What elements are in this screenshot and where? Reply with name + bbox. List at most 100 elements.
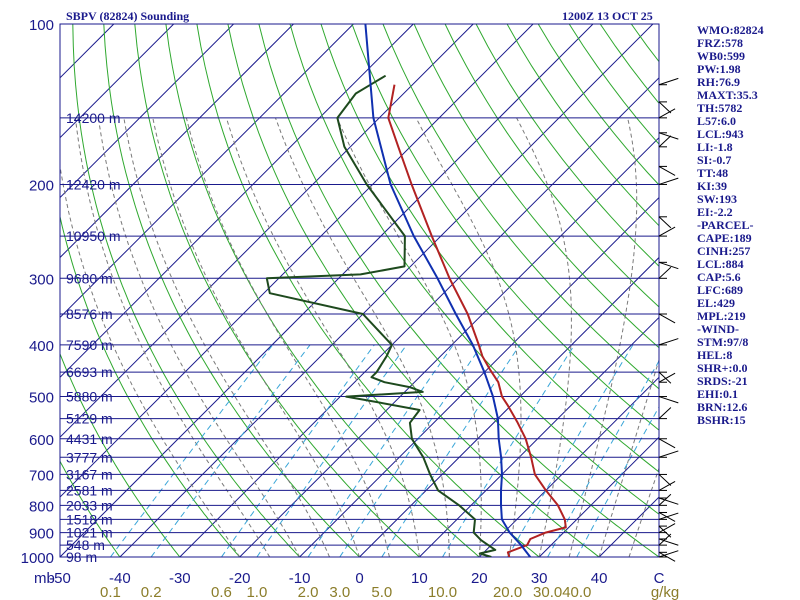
- index-item: WMO:82824: [697, 23, 764, 37]
- wind-barb: [658, 132, 679, 140]
- index-item: LFC:689: [697, 283, 743, 297]
- height-label: 548 m: [66, 537, 105, 553]
- moist-adiabat-line: [336, 117, 482, 557]
- wind-barb: [658, 338, 679, 346]
- height-label: 98 m: [66, 549, 97, 565]
- wind-barb: [658, 108, 676, 119]
- mixing-ratio-label: 0.1: [100, 584, 121, 600]
- index-item: EHI:0.1: [697, 387, 739, 401]
- temperature-tick-label: -10: [289, 570, 311, 587]
- mixing-ratio-label: 1.0: [246, 584, 267, 600]
- dry-adiabat-grid: [60, 24, 659, 557]
- height-label: 14200 m: [66, 110, 120, 126]
- wind-barb: [658, 216, 672, 229]
- dry-adiabat-line: [227, 24, 600, 557]
- wind-barb: [658, 438, 676, 449]
- isobar-grid: [59, 23, 660, 558]
- pressure-axis-unit: mb: [34, 570, 55, 587]
- wind-barb: [658, 550, 679, 558]
- pressure-tick-label: 200: [29, 177, 54, 194]
- isotherm-line: [60, 24, 474, 438]
- temperature-tick-label: -40: [109, 570, 131, 587]
- isotherm-line: [60, 24, 175, 139]
- mixing-ratio-line: [221, 344, 375, 557]
- sounding-time: 1200Z 13 OCT 25: [562, 9, 653, 23]
- wind-barb: [658, 396, 679, 404]
- isotherm-line: [299, 196, 659, 557]
- index-item: FRZ:578: [697, 36, 743, 50]
- height-label: 2581 m: [66, 482, 113, 498]
- pressure-tick-label: 800: [29, 498, 54, 515]
- index-item: CAPE:189: [697, 231, 752, 245]
- isotherm-line: [239, 136, 659, 557]
- wind-barb: [658, 266, 672, 279]
- moist-adiabat-line: [123, 117, 331, 557]
- temperature-tick-label: -30: [169, 570, 191, 587]
- mixing-ratio-label: 2.0: [298, 584, 319, 600]
- mixing-ratio-line: [507, 344, 634, 557]
- mixing-ratio-label: 30.0: [533, 584, 562, 600]
- moist-adiabat-line: [185, 117, 390, 557]
- index-item: SW:193: [697, 192, 738, 206]
- height-label: 3167 m: [66, 466, 113, 482]
- mixing-ratio-label: 10.0: [428, 584, 457, 600]
- mixing-ratio-grid: [110, 344, 659, 557]
- height-label: 1518 m: [66, 511, 113, 527]
- wind-barb: [658, 407, 672, 419]
- isotherm-line: [60, 24, 354, 319]
- mixing-ratio-label: 20.0: [493, 584, 522, 600]
- wind-barb: [658, 480, 676, 491]
- wind-barb: [658, 450, 679, 458]
- wind-barb: [658, 261, 679, 270]
- plot-frame: [59, 23, 660, 558]
- isotherm-line: [60, 24, 594, 557]
- index-item: TH:5782: [697, 101, 743, 115]
- temperature-tick-label: 20: [471, 570, 488, 587]
- parcel-line: [364, 24, 531, 557]
- wind-barb: [658, 226, 676, 237]
- wind-barb: [658, 101, 672, 114]
- wind-barb: [658, 177, 679, 185]
- index-item: BRN:12.6: [697, 400, 748, 414]
- height-label: 10950 m: [66, 228, 120, 244]
- moist-adiabat-line: [152, 117, 360, 557]
- moist-adiabat-grid: [60, 117, 659, 557]
- moist-adiabat-line: [225, 117, 420, 557]
- index-item: EL:429: [697, 296, 736, 310]
- isotherm-line: [359, 256, 659, 557]
- height-label: 5129 m: [66, 411, 113, 427]
- wind-barb: [658, 313, 676, 324]
- index-item: WB0:599: [697, 49, 745, 63]
- index-item: HEL:8: [697, 348, 733, 362]
- index-item: BSHR:15: [697, 413, 746, 427]
- isotherm-line: [478, 376, 659, 557]
- temperature-tick-label: C: [654, 570, 665, 587]
- height-label: 5880 m: [66, 389, 113, 405]
- temperature-tick-label: -50: [49, 570, 71, 587]
- index-item: MAXT:35.3: [697, 88, 758, 102]
- wind-barb: [658, 372, 676, 383]
- mixing-ratio-label: 40.0: [562, 584, 591, 600]
- index-item: SHR+:0.0: [697, 361, 748, 375]
- height-label: 7590 m: [66, 337, 113, 353]
- isotherm-line: [60, 24, 294, 259]
- wind-barb: [658, 512, 679, 520]
- height-label: 9680 m: [66, 270, 113, 286]
- dewpoint-line: [265, 74, 497, 557]
- height-label: 3777 m: [66, 449, 113, 465]
- index-item: LI:-1.8: [697, 140, 733, 154]
- pressure-tick-label: 300: [29, 271, 54, 288]
- wind-barb: [658, 165, 676, 176]
- mixing-ratio-label: 5.0: [371, 584, 392, 600]
- moist-adiabat-line: [568, 117, 638, 557]
- wind-barb: [658, 523, 676, 534]
- index-item: TT:48: [697, 166, 729, 180]
- isotherm-line: [179, 77, 659, 557]
- isotherm-line: [60, 24, 414, 379]
- mixing-ratio-line: [339, 344, 483, 557]
- height-label: 4431 m: [66, 431, 113, 447]
- pressure-tick-label: 1000: [21, 550, 54, 567]
- isotherm-line: [119, 24, 654, 557]
- isotherm-line: [419, 316, 659, 557]
- pressure-tick-label: 500: [29, 390, 54, 407]
